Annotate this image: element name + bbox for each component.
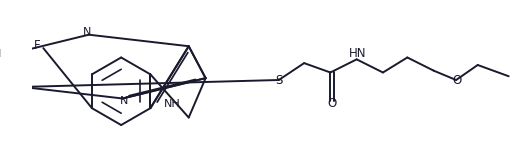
Text: S: S xyxy=(276,74,283,87)
Text: N: N xyxy=(120,96,128,106)
Text: F: F xyxy=(34,39,41,52)
Text: O: O xyxy=(328,97,337,110)
Text: N: N xyxy=(83,27,92,37)
Text: O: O xyxy=(452,74,461,87)
Text: NH: NH xyxy=(164,99,180,109)
Text: N: N xyxy=(0,49,2,59)
Text: HN: HN xyxy=(348,47,366,60)
